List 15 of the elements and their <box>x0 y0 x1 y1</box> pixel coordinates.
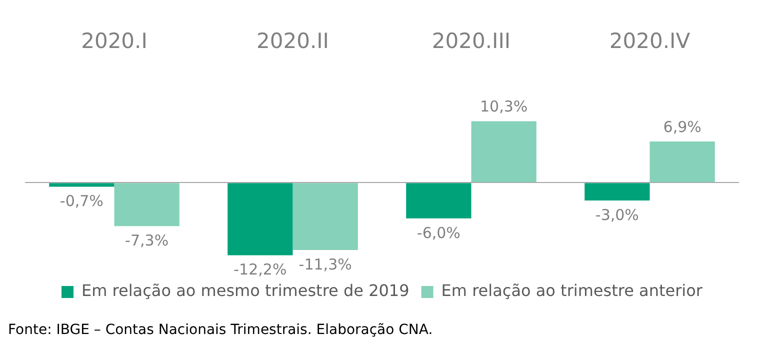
data-label: 6,9% <box>663 118 702 136</box>
data-label: 10,3% <box>480 98 528 116</box>
data-label: -7,3% <box>125 232 169 250</box>
x-tick-label: 2020.I <box>81 29 148 54</box>
x-tick-label: 2020.II <box>256 29 330 54</box>
data-label: -0,7% <box>60 192 104 210</box>
data-label: -11,3% <box>298 255 352 274</box>
x-tick-label: 2020.III <box>432 29 511 54</box>
legend-label: Em relação ao trimestre anterior <box>441 281 703 300</box>
source-note: Fonte: IBGE – Contas Nacionais Trimestrais. Elaboração CNA. <box>8 322 433 338</box>
data-label: -12,2% <box>234 260 287 279</box>
data-label: -3,0% <box>595 206 639 224</box>
data-label: -6,0% <box>416 224 460 242</box>
x-tick-label: 2020.IV <box>609 29 691 54</box>
legend-label: Em relação ao mesmo trimestre de 2019 <box>82 281 410 300</box>
